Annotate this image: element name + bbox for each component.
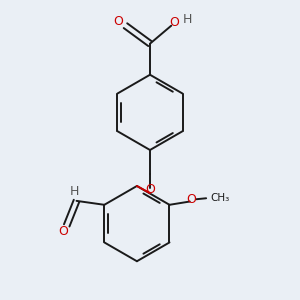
Text: O: O	[145, 183, 155, 196]
Text: O: O	[187, 193, 196, 206]
Text: O: O	[169, 16, 179, 29]
Text: O: O	[113, 15, 123, 28]
Text: O: O	[58, 225, 68, 238]
Text: H: H	[182, 13, 192, 26]
Text: H: H	[70, 185, 80, 198]
Text: CH₃: CH₃	[210, 193, 230, 203]
